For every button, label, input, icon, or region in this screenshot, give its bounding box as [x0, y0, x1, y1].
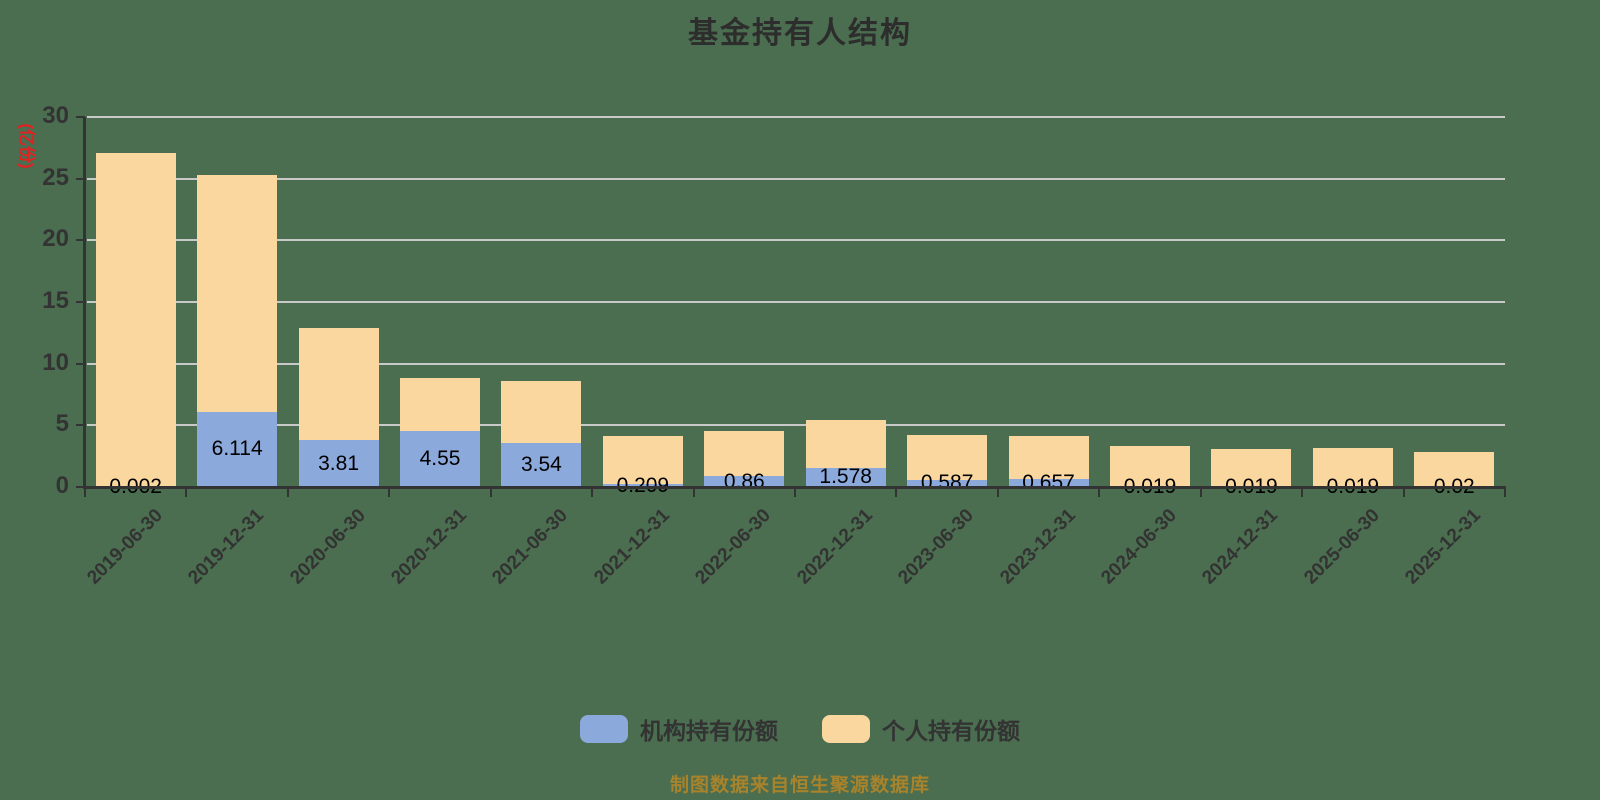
bar-value-label: 6.114 — [211, 437, 263, 461]
chart-title: 基金持有人结构 — [688, 17, 912, 50]
y-axis-tick — [76, 362, 85, 365]
x-axis-tick-label: 2022-12-31 — [792, 505, 877, 589]
bar-value-label: 0.209 — [583, 472, 703, 500]
x-axis-tick-label: 2024-12-31 — [1198, 505, 1283, 589]
bar-personal-segment[interactable] — [400, 378, 480, 431]
x-axis-tick — [1402, 488, 1405, 497]
y-axis-tick-label: 10 — [42, 348, 69, 376]
bar-value-label: 4.55 — [419, 446, 461, 470]
bar-personal-segment[interactable] — [197, 174, 278, 412]
x-axis-tick-label: 2023-06-30 — [894, 505, 978, 589]
x-axis-tick-label: 2023-12-31 — [995, 505, 1080, 589]
bar-personal-segment[interactable] — [298, 327, 379, 440]
gridline — [87, 362, 1505, 365]
bar-personal-segment[interactable] — [602, 435, 683, 485]
x-axis-tick-label: 2025-06-30 — [1300, 505, 1384, 589]
x-axis-tick — [895, 488, 898, 497]
bar-value-label: 1.578 — [819, 465, 872, 489]
x-axis-tick-label: 2025-12-31 — [1401, 505, 1486, 589]
bar-personal-segment[interactable] — [1110, 446, 1190, 487]
data-source-attribution: 制图数据来自恒生聚源数据库 — [669, 775, 930, 796]
bar-personal-segment[interactable] — [1312, 448, 1393, 487]
gridline — [87, 239, 1505, 242]
y-axis-tick — [76, 486, 85, 488]
bar-value-label: 3.54 — [520, 453, 562, 477]
y-axis-tick-label: 0 — [55, 472, 69, 499]
bar-institutional-segment[interactable] — [1008, 478, 1089, 487]
bar-personal-segment[interactable] — [1008, 435, 1089, 479]
gridline — [87, 116, 1505, 118]
bar-institutional-segment[interactable] — [602, 484, 683, 487]
x-axis-tick — [591, 488, 594, 497]
x-axis-tick — [1504, 488, 1506, 497]
x-axis-tick — [489, 488, 492, 497]
x-axis-tick-label: 2019-06-30 — [82, 505, 167, 589]
y-axis-tick — [76, 424, 85, 427]
bar-personal-segment[interactable] — [907, 435, 988, 480]
bar-personal-segment[interactable] — [501, 380, 582, 444]
bar-institutional-segment[interactable] — [400, 430, 480, 487]
bar-institutional-segment[interactable] — [805, 467, 886, 487]
bar-personal-segment[interactable] — [95, 152, 176, 487]
bar-personal-segment[interactable] — [704, 430, 785, 477]
y-axis-tick — [76, 301, 85, 303]
y-axis-tick-label: 25 — [42, 163, 69, 191]
x-axis-tick-label: 2024-06-30 — [1097, 505, 1181, 589]
x-axis-tick — [84, 488, 86, 497]
x-axis-tick-label: 2019-12-31 — [184, 505, 268, 589]
gridline — [87, 177, 1505, 180]
x-axis-tick-label: 2020-12-31 — [387, 505, 471, 589]
bar-personal-segment[interactable] — [1414, 451, 1495, 487]
x-axis-tick-label: 2020-06-30 — [285, 505, 370, 589]
x-axis-tick — [185, 488, 188, 497]
y-axis-tick — [76, 177, 85, 180]
x-axis-tick — [388, 488, 391, 497]
x-axis-line — [83, 486, 1506, 489]
x-axis-tick — [1301, 488, 1304, 497]
bar-institutional-segment[interactable] — [704, 476, 785, 487]
y-axis-tick — [76, 116, 85, 118]
bar-personal-segment[interactable] — [1211, 449, 1292, 487]
x-axis-tick — [794, 488, 796, 497]
y-axis-tick-label: 15 — [42, 287, 69, 314]
bar-personal-segment[interactable] — [805, 420, 886, 468]
gridline — [87, 301, 1505, 303]
y-axis-tick-label: 20 — [42, 225, 69, 253]
x-axis-tick — [692, 488, 695, 497]
x-axis-tick — [286, 488, 289, 497]
gridline — [87, 424, 1505, 427]
x-axis-tick-label: 2021-06-30 — [488, 505, 573, 589]
legend-item-personal[interactable]: 个人持有份额 — [822, 712, 1020, 746]
x-axis-tick — [1199, 488, 1202, 497]
legend-swatch-personal-icon — [822, 715, 870, 743]
x-axis-tick — [996, 488, 999, 497]
y-axis-tick — [76, 239, 85, 242]
legend-swatch-institutional-icon — [580, 715, 628, 743]
x-axis-tick-label: 2021-12-31 — [590, 505, 674, 589]
legend: 机构持有份额 个人持有份额 — [0, 712, 1600, 746]
y-axis-tick-label: 5 — [55, 410, 69, 438]
x-axis-tick — [1098, 488, 1101, 497]
y-axis-tick-label: 30 — [42, 102, 69, 129]
legend-item-institutional[interactable]: 机构持有份额 — [580, 712, 778, 746]
bar-institutional-segment[interactable] — [298, 440, 379, 487]
legend-label-personal: 个人持有份额 — [882, 718, 1020, 744]
bar-institutional-segment[interactable] — [907, 479, 988, 487]
bar-institutional-segment[interactable] — [501, 443, 582, 487]
y-axis-line — [83, 117, 86, 489]
x-axis-tick-label: 2022-06-30 — [691, 505, 776, 589]
bar-value-label: 3.81 — [318, 451, 359, 475]
bar-institutional-segment[interactable] — [197, 411, 278, 487]
legend-label-institutional: 机构持有份额 — [640, 718, 778, 744]
